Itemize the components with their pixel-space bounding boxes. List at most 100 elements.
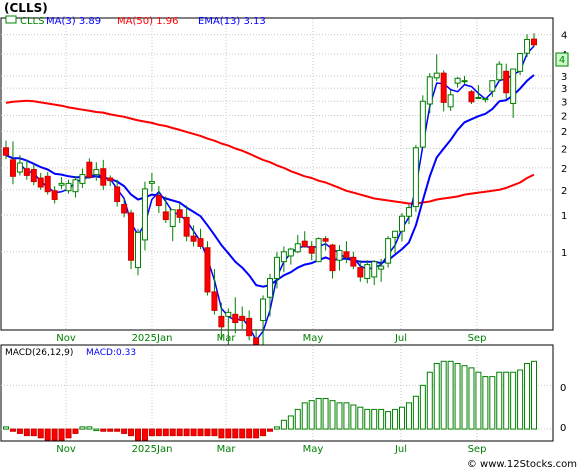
candle-body <box>232 313 239 324</box>
candle-body <box>176 209 183 218</box>
macd-bar <box>190 428 197 437</box>
candle-body <box>100 168 107 186</box>
candle-body <box>107 177 114 182</box>
candle-body <box>419 100 426 148</box>
candle-body <box>134 231 142 269</box>
macd-bar <box>287 415 294 430</box>
candle-body <box>37 177 44 188</box>
macd-bar <box>398 406 406 430</box>
macd-bar <box>392 408 399 430</box>
macd-bar <box>253 428 260 439</box>
candle-body <box>503 70 510 94</box>
candle-body <box>190 235 197 242</box>
candle-body <box>155 195 162 207</box>
macd-bar <box>433 362 440 430</box>
ticker-title: (CLLS) <box>4 1 48 15</box>
macd-bar <box>503 371 510 430</box>
candle-body <box>343 251 350 258</box>
macd-bar <box>385 411 392 430</box>
candle-body <box>315 238 322 263</box>
candle-body <box>148 181 155 184</box>
macd-bar <box>16 428 23 434</box>
candle-body <box>489 80 496 92</box>
macd-bar <box>405 402 412 430</box>
macd-x-tick-mar: Mar <box>217 444 237 455</box>
candle-body <box>482 98 489 101</box>
price-panel: CLLS MA(3) 3.89 MA(50) 1.96 EMA(13) 3.13… <box>0 15 569 383</box>
ma50-line <box>5 99 535 205</box>
candle-body <box>468 91 475 103</box>
candle-body <box>461 80 468 83</box>
macd-bar <box>9 428 16 432</box>
price-x-axis: Nov 2025Jan Mar May Jul Sep <box>56 333 486 344</box>
legend-clls: CLLS <box>20 16 44 27</box>
macd-bar <box>121 428 128 434</box>
macd-bar <box>141 428 148 441</box>
macd-x-tick-sep: Sep <box>468 444 487 455</box>
macd-bars-layer <box>2 360 538 441</box>
macd-x-tick-jul: Jul <box>394 444 407 455</box>
macd-bar <box>183 428 190 437</box>
macd-bar <box>336 402 343 430</box>
macd-bar <box>266 428 274 432</box>
macd-bar <box>496 371 503 430</box>
candle-body <box>44 175 51 193</box>
last-price-marker: 4 <box>555 52 569 67</box>
macd-bar <box>426 371 433 430</box>
x-tick-jul: Jul <box>394 333 407 344</box>
macd-bar <box>350 404 357 430</box>
macd-x-axis: Nov 2025Jan Mar May Jul Sep <box>56 444 486 455</box>
watermark: © www.12Stocks.com <box>467 459 577 470</box>
candle-body <box>121 204 128 214</box>
macd-bar <box>44 428 51 441</box>
price-y-tick: 2 <box>561 127 567 138</box>
price-y-tick: 2 <box>561 145 567 156</box>
candle-body <box>114 186 121 202</box>
last-price-label: 4 <box>559 55 565 66</box>
candle-body <box>51 190 58 200</box>
candle-body <box>141 188 148 241</box>
macd-bar <box>329 400 336 430</box>
candle-body <box>260 298 267 321</box>
macd-bar <box>364 408 371 430</box>
macd-bar <box>211 428 218 437</box>
candle-body <box>440 72 447 103</box>
macd-y-tick-upper: 0 <box>560 383 566 394</box>
candle-body <box>371 261 378 278</box>
macd-bar <box>134 428 142 441</box>
candle-body <box>2 147 10 156</box>
candle-body <box>447 94 454 108</box>
candle-body <box>9 159 16 177</box>
macd-bar <box>280 419 287 430</box>
candle-body <box>218 315 225 328</box>
x-tick-nov: Nov <box>56 333 76 344</box>
x-tick-may: May <box>303 333 324 344</box>
price-y-tick: 2 <box>561 186 567 197</box>
price-y-tick: 2 <box>561 164 567 175</box>
candle-body <box>412 147 419 208</box>
macd-bar <box>461 365 468 430</box>
candle-body <box>294 243 301 253</box>
macd-bar <box>510 371 517 430</box>
candle-body <box>287 248 294 257</box>
macd-bar <box>517 369 524 430</box>
candle-body <box>517 53 524 72</box>
macd-bar <box>176 428 183 437</box>
macd-bar <box>454 362 461 430</box>
candle-body <box>128 212 135 261</box>
candle-body <box>273 256 280 279</box>
candle-body <box>398 215 406 232</box>
candle-body <box>86 161 93 178</box>
candle-body <box>475 96 482 99</box>
candle-body <box>183 216 190 237</box>
price-y-tick: 2 <box>561 112 567 123</box>
candle-body <box>23 168 30 176</box>
candle-body <box>280 251 287 263</box>
candle-body <box>204 247 211 293</box>
x-tick-sep: Sep <box>468 333 487 344</box>
macd-bar <box>260 428 267 437</box>
candle-body <box>364 264 371 279</box>
candle-body <box>79 174 86 184</box>
macd-bar <box>79 426 86 430</box>
